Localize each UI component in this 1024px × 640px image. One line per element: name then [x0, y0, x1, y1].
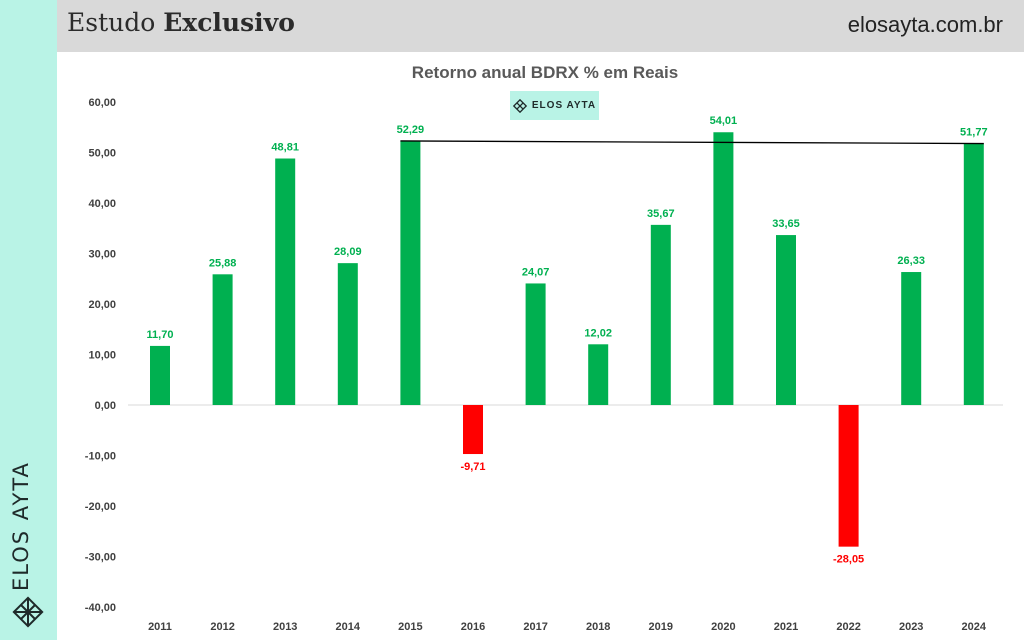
data-label: 51,77 — [960, 127, 988, 139]
x-tick-label: 2011 — [148, 621, 172, 633]
data-label: 35,67 — [647, 208, 675, 220]
bar — [337, 263, 358, 405]
bar — [776, 235, 796, 405]
side-brand-strip — [0, 0, 57, 640]
data-label: 24,07 — [522, 266, 550, 278]
y-tick-label: -30,00 — [85, 552, 116, 564]
x-tick-label: 2022 — [836, 621, 860, 633]
x-tick-label: 2013 — [273, 621, 297, 633]
y-tick-label: 40,00 — [88, 198, 116, 210]
data-label: 54,01 — [710, 115, 738, 127]
page-title-regular: Estudo — [67, 8, 164, 37]
data-label: 33,65 — [772, 218, 800, 230]
bar — [713, 132, 734, 405]
x-tick-label: 2012 — [210, 621, 234, 633]
y-tick-label: 20,00 — [88, 299, 116, 311]
chart-title: Retorno anual BDRX % em Reais — [411, 63, 679, 82]
elos-ayta-logo-icon — [512, 98, 527, 113]
y-tick-label: -20,00 — [85, 501, 116, 513]
data-label: -28,05 — [833, 554, 864, 566]
x-tick-label: 2020 — [711, 621, 735, 633]
x-tick-label: 2019 — [649, 621, 673, 633]
x-tick-label: 2016 — [461, 621, 485, 633]
bar — [212, 274, 233, 405]
page-title-bold: Exclusivo — [163, 8, 295, 37]
data-label: 52,29 — [397, 124, 425, 136]
x-tick-label: 2021 — [774, 621, 798, 633]
bar — [463, 405, 483, 455]
bar — [150, 345, 170, 405]
brand-badge: ELOS AYTA — [510, 91, 599, 120]
y-tick-label: -40,00 — [85, 602, 116, 614]
site-url: elosayta.com.br — [847, 12, 1003, 37]
bar — [588, 344, 609, 405]
data-label: 26,33 — [897, 255, 925, 267]
data-label: 28,09 — [334, 246, 362, 258]
bar — [275, 158, 296, 405]
brand-badge-text: ELOS AYTA — [531, 100, 597, 111]
bar — [400, 140, 421, 406]
x-tick-label: 2024 — [962, 621, 987, 633]
x-tick-label: 2017 — [523, 621, 547, 633]
side-brand-name: ELOS AYTA — [9, 461, 33, 591]
y-tick-label: 10,00 — [88, 350, 116, 362]
elos-ayta-logo-icon — [12, 596, 44, 628]
y-tick-label: 30,00 — [88, 249, 116, 261]
y-tick-label: 0,00 — [95, 400, 116, 412]
data-label: 25,88 — [209, 257, 237, 269]
y-tick-label: 60,00 — [88, 97, 116, 109]
data-label: 12,02 — [584, 327, 612, 339]
trend-line — [400, 140, 984, 145]
header-bar: Estudo Exclusivo elosayta.com.br — [57, 0, 1024, 52]
bar — [525, 283, 546, 405]
bar — [901, 272, 922, 405]
bar — [650, 224, 671, 405]
bar — [963, 143, 984, 405]
data-label: -9,71 — [460, 461, 485, 473]
x-tick-label: 2015 — [398, 621, 422, 633]
y-tick-label: 50,00 — [88, 148, 116, 160]
x-tick-label: 2023 — [899, 621, 923, 633]
x-tick-label: 2014 — [336, 621, 361, 633]
bar — [838, 405, 859, 547]
y-tick-label: -10,00 — [85, 451, 116, 463]
data-label: 11,70 — [147, 329, 174, 341]
bar-chart: 60,00 50,00 40,00 30,00 20,00 10,00 0,00 -10,00… — [85, 97, 1003, 633]
page-title: Estudo Exclusivo — [67, 8, 295, 37]
data-label: 48,81 — [271, 142, 299, 154]
x-tick-label: 2018 — [586, 621, 610, 633]
